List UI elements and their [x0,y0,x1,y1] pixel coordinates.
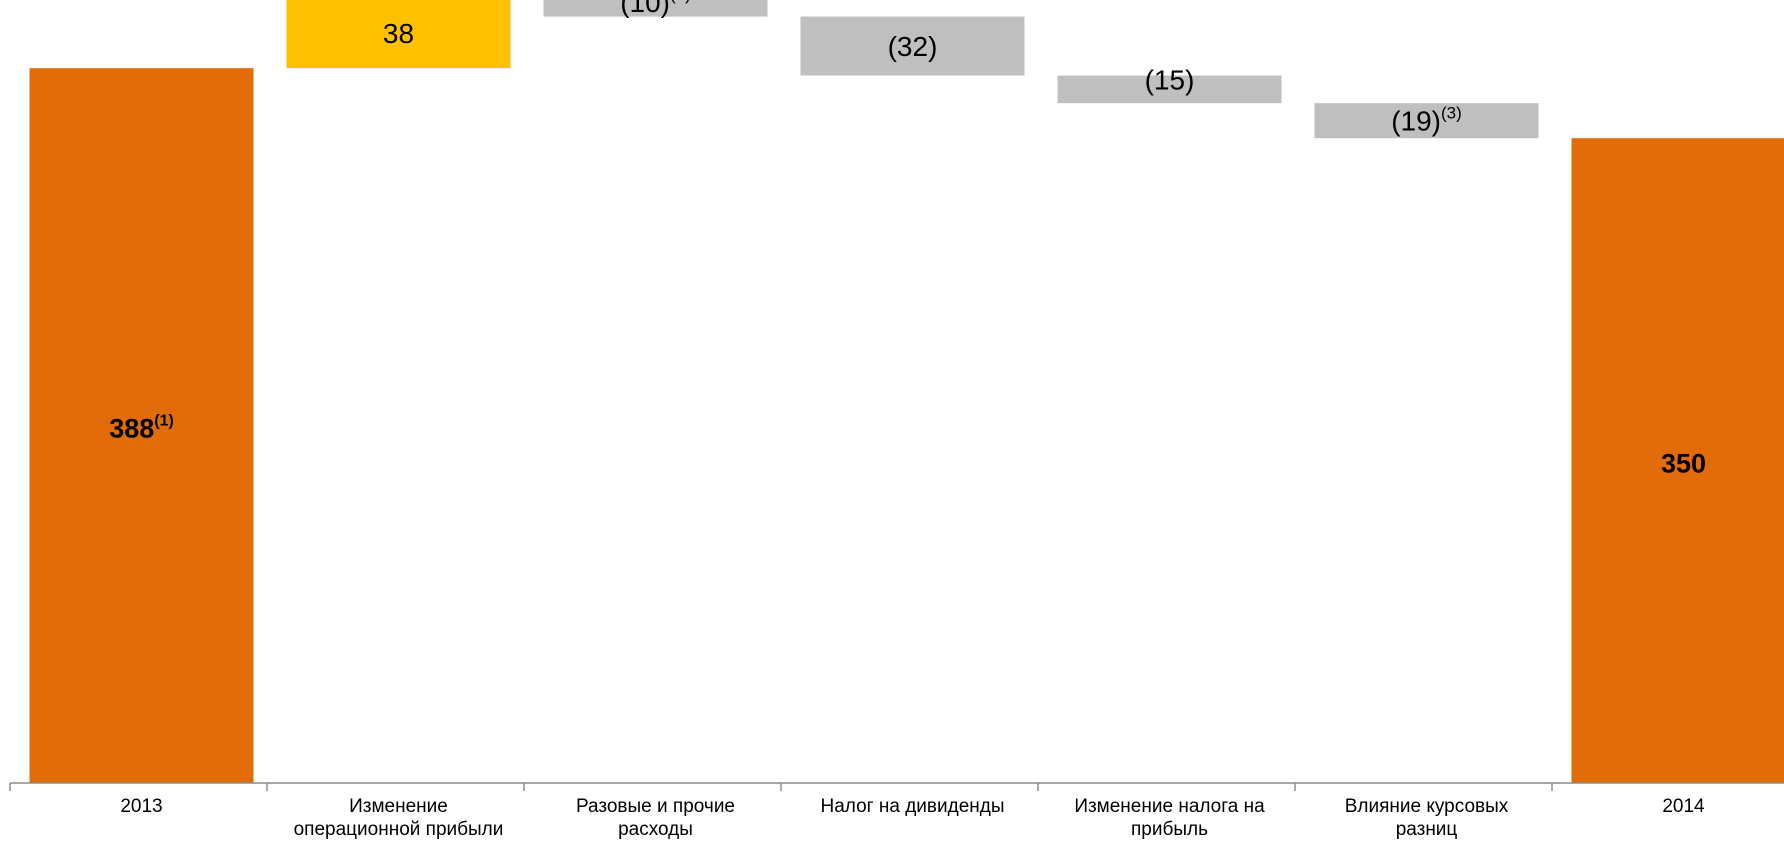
x-tick-label-line: 2014 [1662,796,1705,817]
x-tick-label-line: Разовые и прочие [576,796,735,817]
x-axis [10,783,1784,791]
data-label-footnote: (3) [1441,104,1462,123]
x-tick-label-line: разниц [1396,819,1458,839]
bars-layer [30,0,1784,783]
data-label-value: (15) [1145,65,1195,96]
x-tick-label-7: 2014 [1662,796,1705,817]
data-label-footnote: (1) [154,413,174,430]
data-label-value: 350 [1661,449,1706,479]
x-tick-label-4: Налог на дивиденды [821,796,1005,817]
x-tick-label-line: прибыль [1131,819,1208,839]
data-label-footnote: (2) [670,0,691,4]
data-label-value: 38 [383,18,414,49]
x-tick-label-1: 2013 [120,796,162,817]
data-label-value: (10) [620,0,670,18]
data-label-4: (32) [888,31,938,62]
x-tick-label-line: Налог на дивиденды [821,796,1005,817]
data-label-value: (19) [1391,106,1441,137]
x-tick-label-line: Влияние курсовых [1345,796,1509,817]
x-tick-label-line: Изменение [349,796,448,817]
data-label-value: 388 [109,414,154,444]
data-label-7: 350 [1661,449,1706,479]
data-label-2: 38 [383,18,414,49]
x-tick-label-line: Изменение налога на [1074,796,1265,817]
data-label-5: (15) [1145,65,1195,96]
x-tick-label-line: 2013 [120,796,162,817]
data-label-value: (32) [888,31,938,62]
x-tick-label-line: операционной прибыли [294,819,504,839]
x-tick-label-line: расходы [618,819,693,839]
